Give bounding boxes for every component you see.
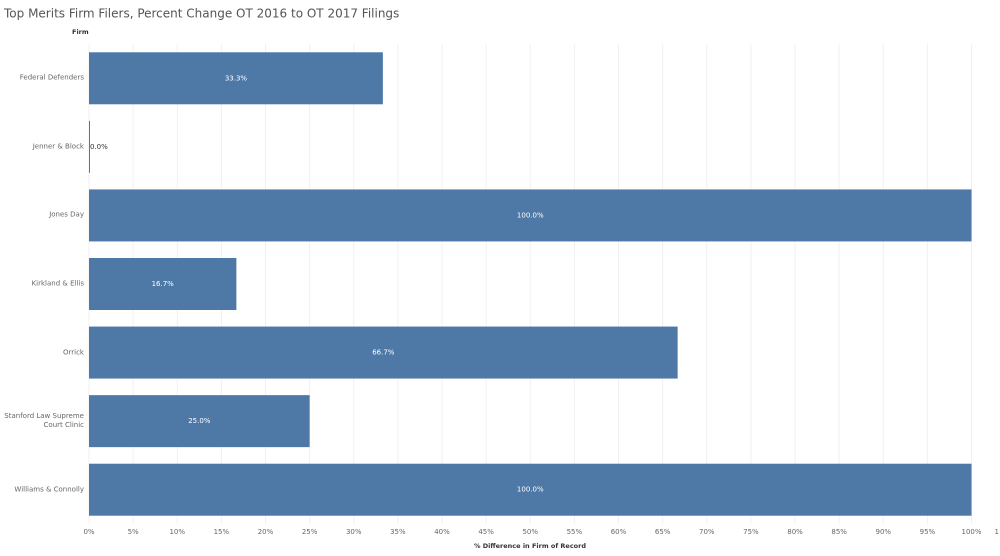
y-tick-label: Orrick (63, 348, 84, 357)
bar (89, 52, 383, 105)
x-tick-label: 15% (214, 528, 230, 536)
data-label: 0.0% (90, 143, 108, 151)
bar (89, 258, 237, 310)
x-tick-label: 50% (522, 528, 538, 536)
y-tick-label: Jenner & Block (32, 142, 84, 151)
x-tick-label: 30% (346, 528, 362, 536)
data-label: 33.3% (225, 74, 248, 82)
x-tick-label: 95% (920, 528, 936, 536)
y-tick-label: Jones Day (49, 210, 84, 219)
chart-title: Top Merits Firm Filers, Percent Change O… (3, 7, 399, 21)
x-tick-label: 55% (567, 528, 583, 536)
bar (89, 395, 310, 448)
x-tick-label: 85% (831, 528, 847, 536)
x-tick-label: 5% (128, 528, 139, 536)
x-tick-label: 70% (699, 528, 715, 536)
y-tick-label: Williams & Connolly (14, 485, 84, 494)
x-tick-label: 75% (743, 528, 759, 536)
y-tick-label: Federal Defenders (19, 73, 84, 82)
x-tick-label: 25% (302, 528, 318, 536)
bar (89, 120, 90, 173)
x-tick-label: 45% (478, 528, 494, 536)
data-label: 100.0% (517, 211, 544, 219)
data-label: 16.7% (152, 280, 175, 288)
x-tick-label: 1 (995, 528, 999, 536)
x-tick-label: 20% (258, 528, 274, 536)
data-label: 100.0% (517, 486, 544, 494)
x-tick-label: 100% (962, 528, 982, 536)
bar (89, 326, 678, 379)
x-tick-label: 65% (655, 528, 671, 536)
x-tick-label: 35% (390, 528, 406, 536)
x-tick-label: 40% (434, 528, 450, 536)
x-tick-label: 60% (611, 528, 627, 536)
y-tick-label: Stanford Law Supreme Court Clinic (4, 412, 84, 430)
bar (89, 189, 972, 242)
x-tick-label: 10% (169, 528, 185, 536)
y-tick-label: Kirkland & Ellis (31, 279, 84, 288)
x-axis-title: % Difference in Firm of Record (474, 542, 586, 550)
data-label: 66.7% (372, 349, 395, 357)
x-tick-label: 90% (875, 528, 891, 536)
bar (89, 463, 972, 516)
x-tick-label: 80% (787, 528, 803, 536)
y-axis-title: Firm (72, 28, 89, 36)
data-label: 25.0% (188, 417, 211, 425)
x-tick-label: 0% (83, 528, 94, 536)
